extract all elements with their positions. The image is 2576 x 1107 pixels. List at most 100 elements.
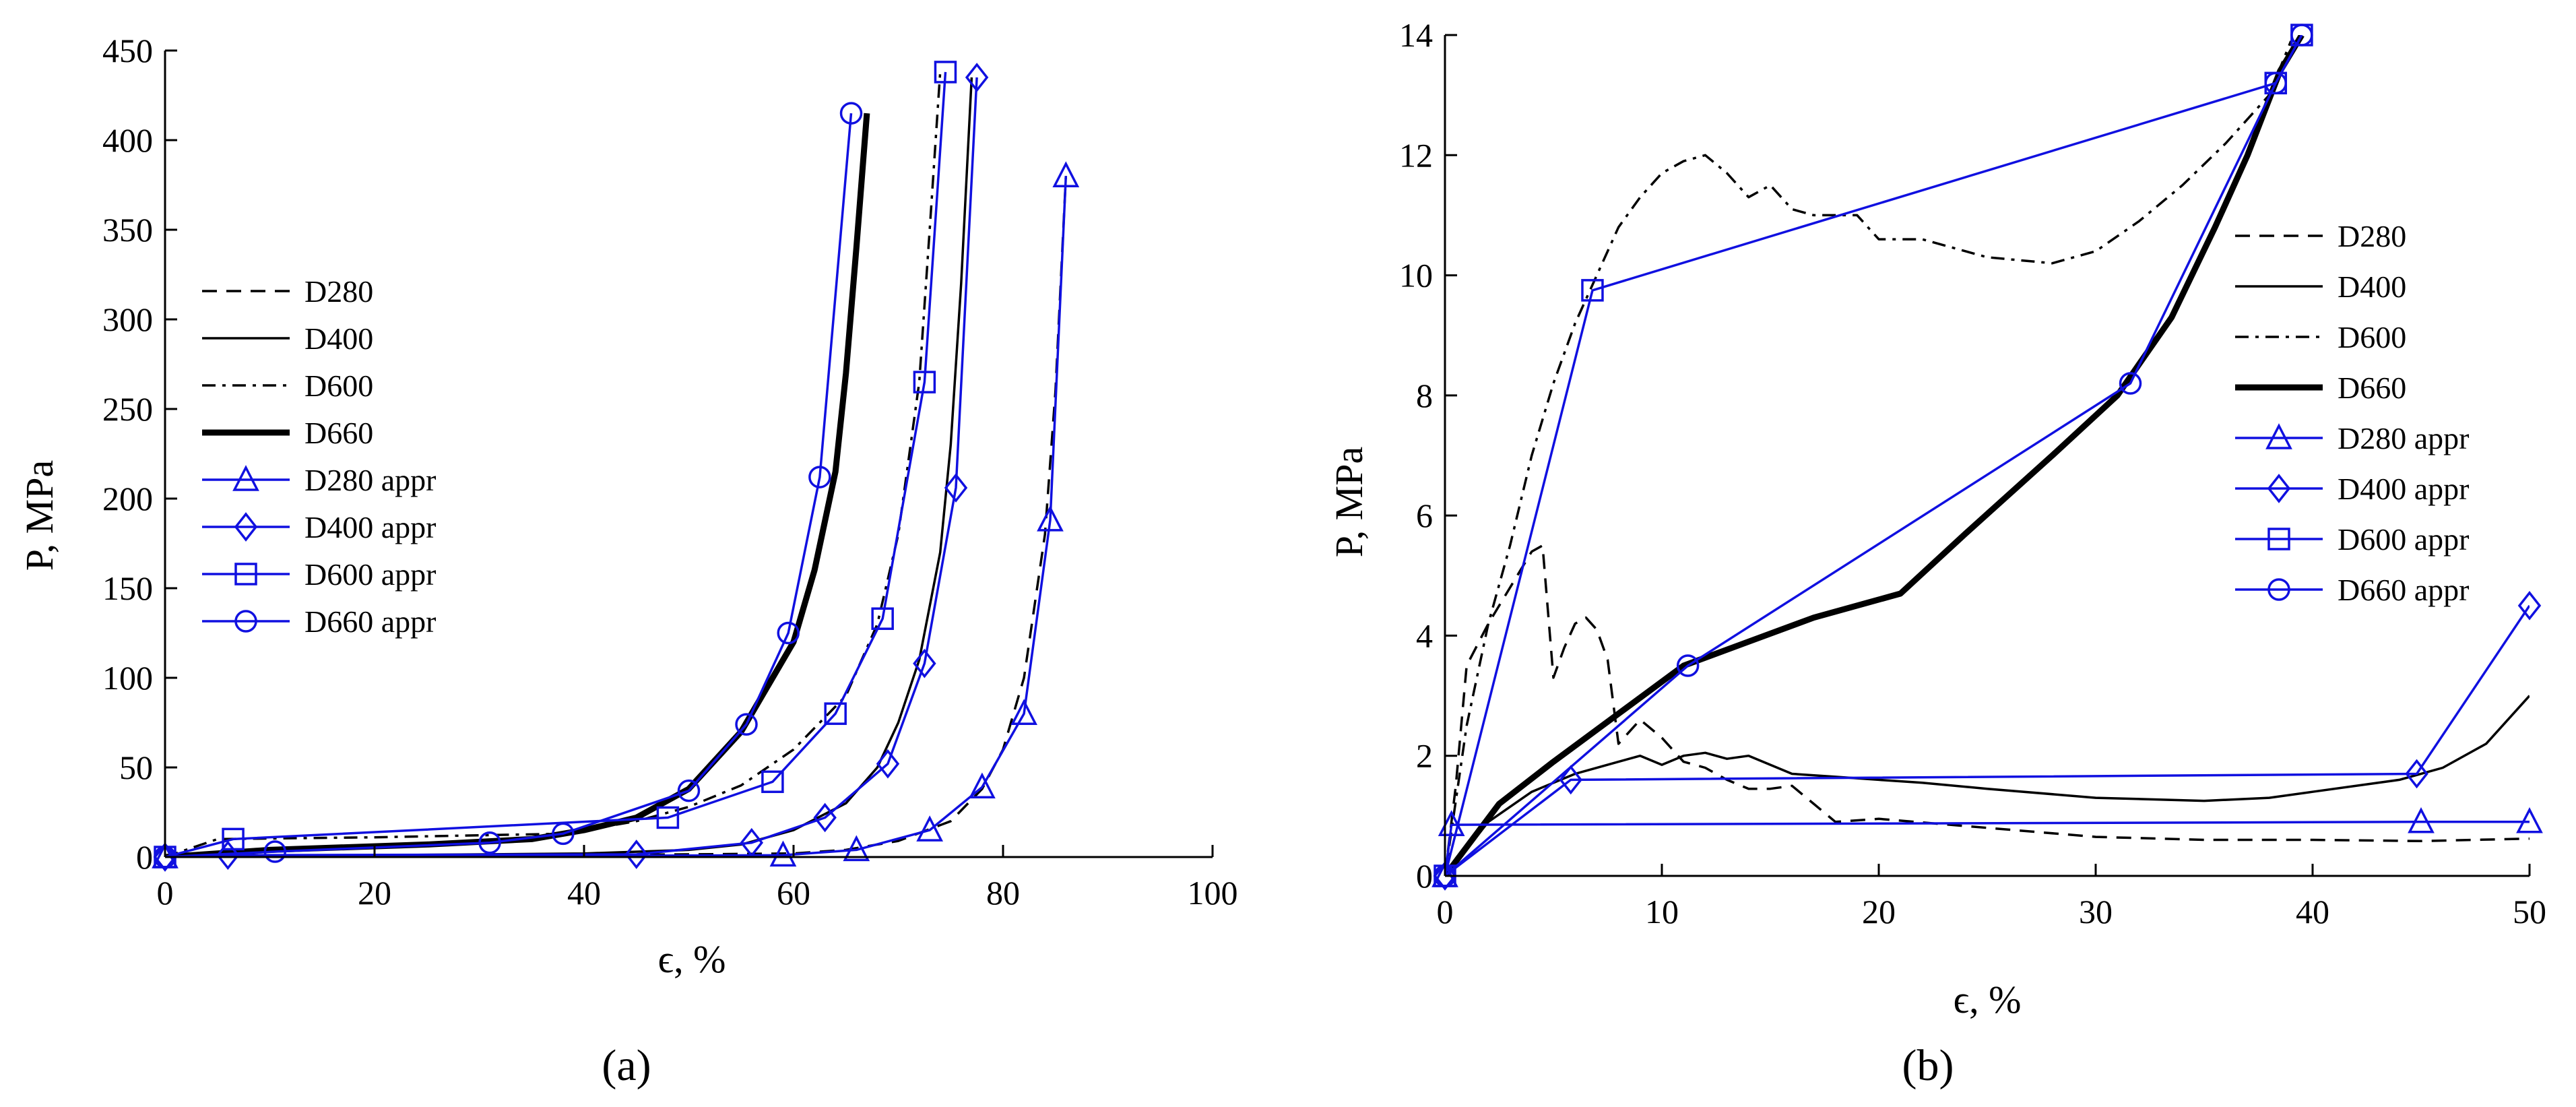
panel-b-y-tick-label: 4 bbox=[1416, 616, 1433, 654]
panel-a-y-tick-label: 300 bbox=[102, 301, 153, 338]
panel-b-x-tick-label: 30 bbox=[2079, 893, 2113, 930]
panel-b-legend-label-d600: D600 bbox=[2338, 320, 2406, 354]
panel-b-legend-label-d400: D400 bbox=[2338, 270, 2406, 304]
panel-b-legend-label-d280: D280 bbox=[2338, 219, 2406, 253]
panel-a-series-d400-appr-marker bbox=[624, 840, 648, 869]
panel-b-series-d660-line bbox=[1445, 35, 2305, 876]
panel-b-series-d280-line bbox=[1445, 544, 2530, 876]
panel-a-legend-label-d600-appr: D600 appr bbox=[304, 557, 436, 592]
panel-a-series-d600-appr-marker bbox=[656, 806, 680, 829]
panel-a-legend-marker-d400-appr bbox=[234, 512, 258, 542]
panel-a-legend-item-d660: D660 bbox=[202, 416, 373, 450]
panel-a-axes: 0 20 40 60 80 100 0 50 100 150 200 250 300 350 400 450 bbox=[102, 32, 1238, 912]
panel-b-y-tick-label: 6 bbox=[1416, 497, 1433, 534]
panel-b-legend-marker-d600-appr bbox=[2267, 528, 2290, 550]
panel-a-series-d660-appr-marker bbox=[478, 831, 501, 854]
panel-b-legend-label-d280-appr: D280 appr bbox=[2338, 421, 2469, 455]
panel-a-y-axis-label: P, MPa bbox=[18, 460, 61, 571]
panel-a-x-tick-label: 0 bbox=[157, 874, 174, 912]
panel-b-legend-item-d280-appr: D280 appr bbox=[2235, 421, 2469, 455]
panel-a-y-tick-label: 0 bbox=[136, 838, 153, 876]
panel-a-series-d660-appr-marker bbox=[677, 779, 701, 802]
panel-a-y-tick-label: 50 bbox=[119, 749, 153, 786]
panel-a-series-d660-appr-marker bbox=[839, 102, 863, 125]
panel-b-legend-item-d280: D280 bbox=[2235, 219, 2406, 253]
panel-a-series-d400-appr-marker bbox=[216, 840, 240, 871]
panel-b-axes: 0 10 20 30 40 50 0 2 4 6 8 10 12 14 bbox=[1399, 16, 2546, 930]
panel-b-legend-label-d660-appr: D660 appr bbox=[2338, 573, 2469, 607]
panel-a-x-tick-label: 100 bbox=[1188, 874, 1238, 912]
panel-b-y-tick-label: 12 bbox=[1399, 136, 1433, 174]
panel-a-legend-item-d400: D400 bbox=[202, 321, 373, 356]
panel-a-legend-item-d660-appr: D660 appr bbox=[202, 604, 436, 639]
panel-b-legend-marker-d400-appr bbox=[2267, 474, 2291, 503]
panel-b-y-tick-label: 0 bbox=[1416, 857, 1433, 895]
panel-a-legend-marker-d600-appr bbox=[234, 563, 257, 586]
panel-a-series-d660-appr-marker bbox=[552, 822, 575, 846]
panel-a-legend-item-d400-appr: D400 appr bbox=[202, 510, 436, 544]
panel-a-y-tick-label: 200 bbox=[102, 480, 153, 517]
panel-a-series-d280-appr-marker bbox=[843, 835, 870, 862]
panel-b-series-d280-appr-marker bbox=[2516, 806, 2543, 833]
panel-b-legend-label-d660: D660 bbox=[2338, 371, 2406, 405]
panel-a-x-tick-label: 40 bbox=[567, 874, 601, 912]
panel-b-series-d660-appr-marker bbox=[2264, 71, 2288, 95]
panel-b-legend-label-d600-appr: D600 appr bbox=[2338, 522, 2469, 557]
panel-a-series-d600-appr-marker bbox=[222, 827, 245, 851]
panel-b-x-tick-label: 40 bbox=[2296, 893, 2329, 930]
panel-b-series-d400-appr-marker bbox=[1433, 861, 1457, 891]
panel-b-series-d280-appr-marker bbox=[2408, 806, 2435, 833]
panel-a-series-d400-appr-line bbox=[165, 77, 978, 857]
panel-b-series-d660-appr-marker bbox=[2290, 24, 2313, 46]
panel-a-series-d660-appr-line bbox=[165, 113, 853, 857]
panel-a-series-d600-appr-marker bbox=[824, 702, 847, 725]
panel-a-x-tick-label: 60 bbox=[777, 874, 810, 912]
panel-a-series-d280-appr-marker bbox=[969, 772, 996, 799]
panel-a-legend-label-d660-appr: D660 appr bbox=[304, 604, 436, 639]
panel-b-series-d600-line bbox=[1445, 40, 2292, 876]
panel-b-legend-item-d400: D400 bbox=[2235, 270, 2406, 304]
panel-a-series-d400-appr-marker bbox=[913, 648, 936, 678]
panel-a-markers-group bbox=[152, 61, 1080, 872]
panel-a-legend-item-d280-appr: D280 appr bbox=[202, 463, 436, 497]
panel-a-series-d280-appr-marker bbox=[916, 815, 944, 842]
panel-b-series-d400-appr-marker bbox=[1559, 765, 1582, 795]
panel-a-series-d280-appr-marker bbox=[1037, 505, 1064, 532]
panel-a-series-d660-appr-marker bbox=[735, 713, 758, 736]
panel-a-series-d280-appr-line bbox=[165, 176, 1068, 857]
panel-a-legend-label-d600: D600 bbox=[304, 369, 373, 403]
panel-a-series-d400-appr-marker bbox=[740, 827, 764, 858]
panel-b-legend-label-d400-appr: D400 appr bbox=[2338, 472, 2469, 506]
panel-b-series-d600-appr-marker bbox=[1581, 279, 1604, 302]
panel-b-series-d660-appr-marker bbox=[1676, 654, 1700, 677]
panel-a-legend-label-d400-appr: D400 appr bbox=[304, 510, 436, 544]
panel-a-series-d280-appr-marker bbox=[1010, 699, 1037, 725]
panel-b-series-d400-appr-line bbox=[1445, 604, 2530, 876]
panel-a-legend-item-d600-appr: D600 appr bbox=[202, 557, 436, 592]
panel-a-y-tick-label: 100 bbox=[102, 659, 153, 697]
panel-a-y-tick-label: 350 bbox=[102, 211, 153, 249]
panel-b-series-d400-line bbox=[1445, 695, 2530, 876]
panel-a-legend-item-d280: D280 bbox=[202, 274, 373, 309]
panel-a-series-d400-appr-marker bbox=[944, 473, 968, 503]
panel-b-y-tick-label: 8 bbox=[1416, 377, 1433, 414]
panel-a-legend-label-d660: D660 bbox=[304, 416, 373, 450]
panel-a-legend-marker-d280-appr bbox=[232, 465, 259, 491]
panel-a-series-d280-appr-marker bbox=[769, 840, 797, 867]
panel-a-series-d400-appr-marker bbox=[813, 802, 837, 833]
panel-b-y-tick-label: 10 bbox=[1399, 257, 1433, 294]
panel-a-y-tick-label: 400 bbox=[102, 121, 153, 159]
panel-a-legend-label-d280-appr: D280 appr bbox=[304, 463, 436, 497]
panel-a-y-tick-label: 150 bbox=[102, 569, 153, 607]
panel-a-series-d400-appr-marker bbox=[876, 749, 900, 779]
panel-b-legend-item-d660: D660 bbox=[2235, 371, 2406, 405]
panel-a-series-d600-appr-marker bbox=[761, 770, 784, 794]
panel-a-x-tick-label: 20 bbox=[358, 874, 391, 912]
panel-b-legend-marker-d660-appr bbox=[2267, 578, 2290, 601]
panel-a-series-d600-appr-marker bbox=[913, 371, 936, 393]
panel-b-y-tick-label: 2 bbox=[1416, 737, 1433, 775]
panel-b-series-group bbox=[1445, 35, 2530, 876]
